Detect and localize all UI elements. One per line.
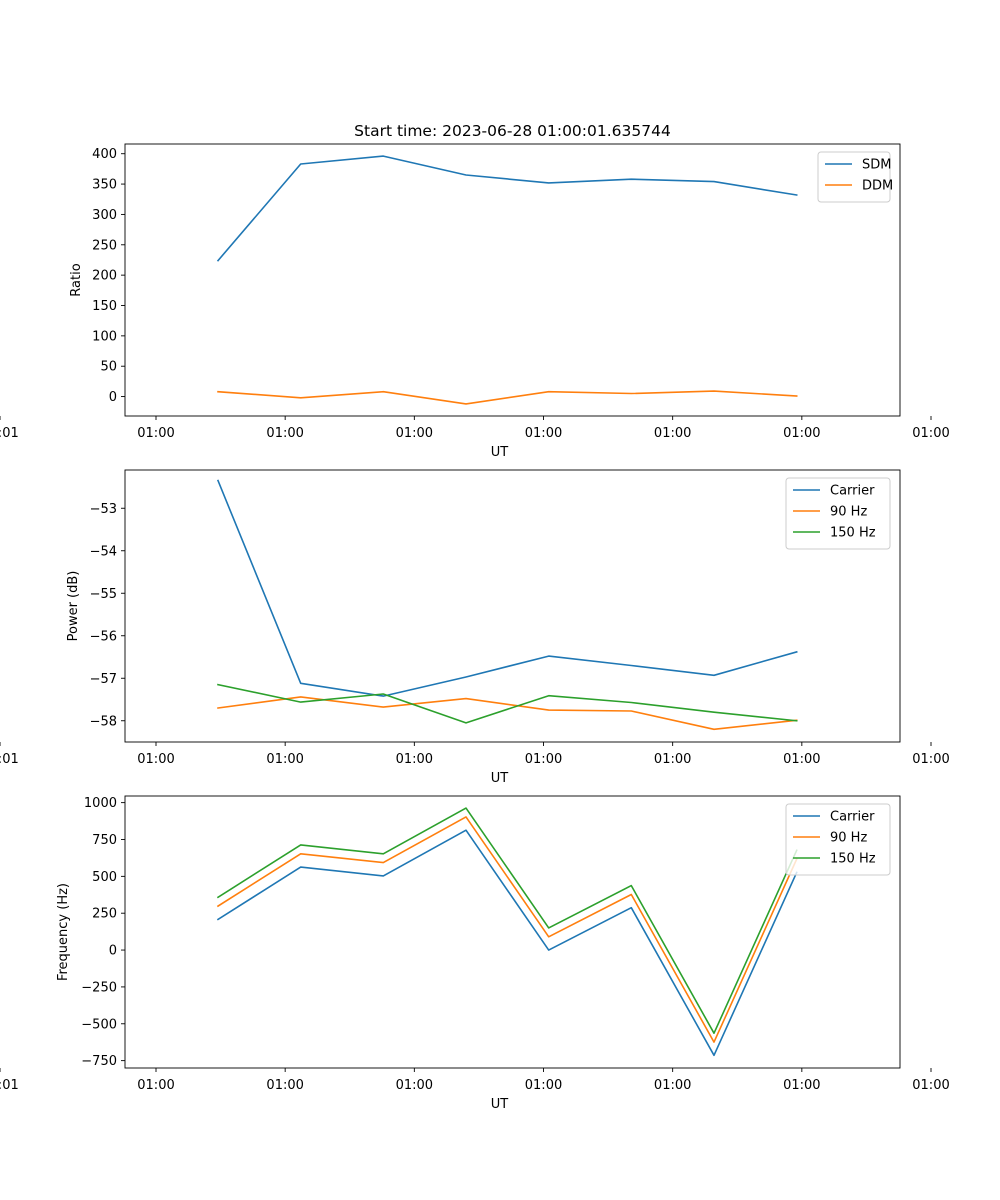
x-tick-label: 01:00 (654, 752, 691, 767)
y-tick-label: 100 (92, 329, 117, 344)
legend-label: 150 Hz (830, 852, 876, 867)
plot-frame (124, 143, 901, 417)
series-line-ddm (217, 390, 798, 405)
legend-label: 90 Hz (830, 831, 867, 846)
x-tick-label: 01:00 (654, 1078, 691, 1093)
y-tick-label: −750 (81, 1054, 117, 1069)
x-tick-label: 01:00 (525, 426, 562, 441)
plot-frame (124, 795, 901, 1069)
y-tick-label: 50 (100, 360, 117, 375)
x-axis-label: UT (491, 771, 509, 786)
x-tick-label: 01:00 (525, 752, 562, 767)
x-tick-label: 01:00 (266, 752, 303, 767)
legend-label: SDM (862, 158, 891, 173)
x-tick-label: 01:00 (396, 752, 433, 767)
legend: SDM DDM (817, 151, 893, 203)
x-tick-label: 01:00 (525, 1078, 562, 1093)
series-group (216, 807, 798, 1057)
y-tick-label: −57 (90, 672, 117, 687)
y-tick-label: −250 (81, 980, 117, 995)
series-line-carrier (216, 479, 798, 697)
y-tick-label: −58 (90, 714, 117, 729)
y-tick-label: 150 (92, 299, 117, 314)
y-tick-label: 400 (92, 147, 117, 162)
x-tick-label: 01:01 (0, 426, 19, 441)
y-tick-label: 350 (92, 178, 117, 193)
series-line-90-hz (217, 696, 798, 731)
y-tick-label: −56 (90, 629, 117, 644)
x-tick-label: 01:00 (137, 752, 174, 767)
chart-panel-1: Start time: 2023-06-28 01:00:01.63574401… (0, 122, 950, 460)
y-tick-label: 0 (109, 944, 117, 959)
x-tick-label: 01:00 (783, 426, 820, 441)
y-axis-label: Power (dB) (66, 571, 81, 642)
legend-label: Carrier (830, 484, 875, 499)
series-group (216, 479, 798, 731)
legend-label: DDM (862, 179, 893, 194)
chart-panel-3: 01:00 01:00 01:00 01:00 01:00 01:00 01:00 01:01… (0, 795, 950, 1112)
y-tick-label: 200 (92, 269, 117, 284)
y-tick-label: −54 (90, 544, 117, 559)
y-tick-label: 250 (92, 907, 117, 922)
y-tick-label: 500 (92, 870, 117, 885)
plot-frame (124, 469, 901, 743)
x-tick-label: 01:00 (654, 426, 691, 441)
x-axis-label: UT (491, 445, 509, 460)
x-tick-label: 01:00 (396, 426, 433, 441)
x-tick-label: 01:00 (266, 426, 303, 441)
series-line-90-hz (216, 816, 798, 1043)
y-tick-label: 750 (92, 833, 117, 848)
legend-label: 150 Hz (830, 526, 876, 541)
x-tick-label: 01:00 (912, 1078, 949, 1093)
y-axis-label: Frequency (Hz) (56, 883, 71, 981)
series-group (216, 155, 798, 405)
x-tick-label: 01:01 (0, 752, 19, 767)
series-line-150-hz (217, 683, 798, 724)
x-tick-label: 01:00 (912, 426, 949, 441)
y-tick-label: 300 (92, 208, 117, 223)
chart-panel-2: 01:00 01:00 01:00 01:00 01:00 01:00 01:00 01:01… (0, 469, 950, 786)
y-tick-label: −55 (90, 587, 117, 602)
series-line-carrier (216, 829, 798, 1057)
legend-label: Carrier (830, 810, 875, 825)
x-tick-label: 01:01 (0, 1078, 19, 1093)
y-tick-label: 1000 (84, 796, 117, 811)
x-tick-label: 01:00 (137, 1078, 174, 1093)
series-line-150-hz (216, 807, 798, 1034)
x-tick-label: 01:00 (266, 1078, 303, 1093)
legend-label: 90 Hz (830, 505, 867, 520)
x-tick-label: 01:00 (912, 752, 949, 767)
x-tick-label: 01:00 (396, 1078, 433, 1093)
x-tick-label: 01:00 (137, 426, 174, 441)
legend: Carrier 90 Hz 150 Hz (785, 477, 891, 550)
x-tick-label: 01:00 (783, 1078, 820, 1093)
chart-title: Start time: 2023-06-28 01:00:01.635744 (354, 122, 671, 140)
y-axis-label: Ratio (69, 263, 84, 296)
y-tick-label: −500 (81, 1017, 117, 1032)
legend: Carrier 90 Hz 150 Hz (785, 803, 891, 876)
y-tick-label: −53 (90, 502, 117, 517)
y-tick-label: 0 (109, 390, 117, 405)
x-tick-label: 01:00 (783, 752, 820, 767)
x-axis-label: UT (491, 1097, 509, 1112)
y-tick-label: 250 (92, 238, 117, 253)
series-line-sdm (216, 155, 798, 262)
